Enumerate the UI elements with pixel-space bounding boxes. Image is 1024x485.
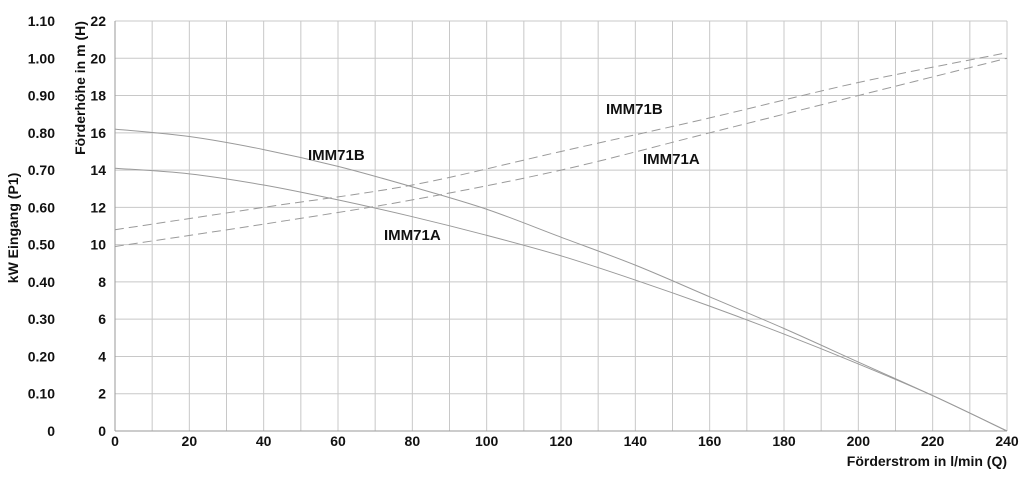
y-axis-left-title: kW Eingang (P1) xyxy=(5,173,21,283)
head-tick-label: 14 xyxy=(90,162,106,178)
tick-layer: 0 20 40 60 80 100 120 140 160 180 200 220 2400246810… xyxy=(28,13,1019,449)
head-tick-label: 12 xyxy=(90,199,106,215)
grid-layer xyxy=(114,20,1008,432)
x-tick-label: 80 xyxy=(405,433,421,449)
power-tick-label: 0.10 xyxy=(28,386,55,402)
x-tick-label: 20 xyxy=(182,433,198,449)
x-tick-label: 0 xyxy=(111,433,119,449)
label-imm71b-head: IMM71B xyxy=(308,147,365,164)
head-tick-label: 22 xyxy=(90,13,106,29)
x-tick-label: 140 xyxy=(624,433,648,449)
x-tick-label: 180 xyxy=(772,433,796,449)
series-line-imm71a-power xyxy=(114,57,1008,247)
head-tick-label: 20 xyxy=(90,50,106,66)
power-tick-label: 0.90 xyxy=(28,88,55,104)
head-tick-label: 4 xyxy=(98,348,106,364)
power-tick-label: 0.60 xyxy=(28,199,55,215)
x-axis-title: Förderstrom in l/min (Q) xyxy=(847,453,1007,469)
x-tick-label: 240 xyxy=(995,433,1019,449)
power-tick-label: 0.70 xyxy=(28,162,55,178)
power-tick-label: 0 xyxy=(47,423,55,439)
series-line-imm71b-power xyxy=(114,52,1008,231)
power-tick-label: 0.50 xyxy=(28,237,55,253)
head-tick-label: 6 xyxy=(98,311,106,327)
x-tick-label: 220 xyxy=(921,433,945,449)
power-tick-label: 1.00 xyxy=(28,50,55,66)
series-line-imm71a-head xyxy=(114,167,1008,432)
power-tick-label: 0.40 xyxy=(28,274,55,290)
power-tick-label: 0.20 xyxy=(28,348,55,364)
head-tick-label: 0 xyxy=(98,423,106,439)
power-tick-label: 0.30 xyxy=(28,311,55,327)
x-tick-label: 100 xyxy=(475,433,499,449)
x-tick-label: 40 xyxy=(256,433,272,449)
head-tick-label: 10 xyxy=(90,237,106,253)
x-tick-label: 200 xyxy=(847,433,871,449)
label-imm71a-power: IMM71A xyxy=(643,151,700,168)
x-tick-label: 160 xyxy=(698,433,722,449)
power-tick-label: 0.80 xyxy=(28,125,55,141)
head-tick-label: 8 xyxy=(98,274,106,290)
y-axis-right-title: Förderhöhe in m (H) xyxy=(72,21,88,155)
x-tick-label: 120 xyxy=(549,433,573,449)
head-tick-label: 16 xyxy=(90,125,106,141)
curve-layer xyxy=(114,52,1008,432)
label-imm71b-power: IMM71B xyxy=(606,101,663,118)
x-tick-label: 60 xyxy=(330,433,346,449)
series-line-imm71b-head xyxy=(114,128,1008,432)
head-tick-label: 2 xyxy=(98,386,106,402)
label-imm71a-head: IMM71A xyxy=(384,227,441,244)
power-tick-label: 1.10 xyxy=(28,13,55,29)
head-tick-label: 18 xyxy=(90,88,106,104)
